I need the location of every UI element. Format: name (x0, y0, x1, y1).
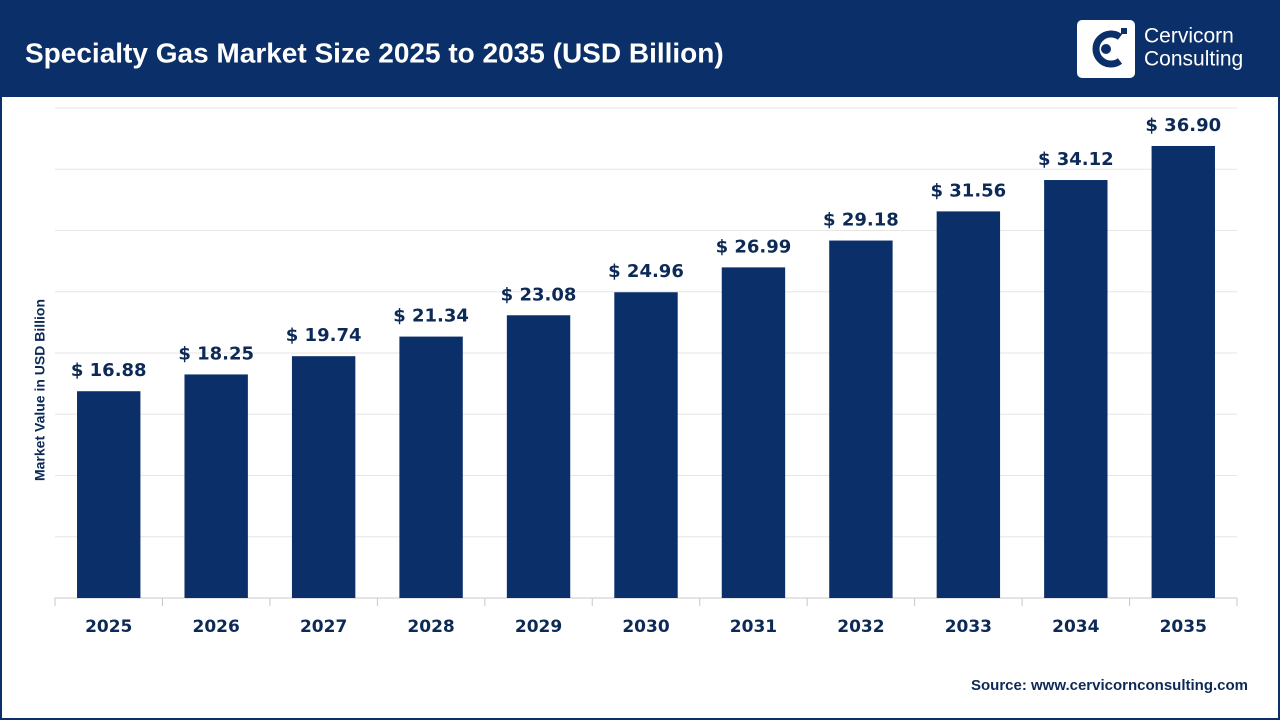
x-tick-label: 2029 (515, 617, 562, 637)
bar (184, 374, 248, 598)
logo-text: Cervicorn (1144, 25, 1234, 48)
x-tick-label: 2026 (193, 617, 240, 637)
bar (1044, 180, 1108, 598)
value-label: $ 21.34 (393, 306, 469, 327)
x-tick-label: 2031 (730, 617, 777, 637)
bar (829, 240, 893, 599)
logo: Cervicorn Consulting (1077, 20, 1243, 78)
x-tick-label: 2027 (300, 617, 347, 637)
bar (936, 211, 1001, 598)
value-label: $ 31.56 (930, 180, 1006, 201)
source: Source: www.cervicornconsulting.com (971, 677, 1248, 694)
value-label: $ 26.99 (716, 236, 792, 257)
bar (614, 292, 678, 598)
logo-square (1121, 28, 1127, 34)
y-axis-label: Market Value in USD Billion (32, 299, 48, 481)
logo-mark (1092, 30, 1123, 68)
value-label: $ 34.12 (1038, 149, 1114, 170)
header-band (0, 0, 1280, 97)
value-label: $ 16.88 (71, 360, 147, 381)
bar (721, 267, 786, 598)
x-tick-label: 2035 (1160, 617, 1207, 637)
bar (1151, 145, 1215, 598)
bar (506, 315, 571, 598)
x-tick-label: 2034 (1052, 617, 1099, 637)
logo-text: Consulting (1144, 48, 1243, 71)
value-label: $ 23.08 (501, 284, 577, 305)
x-tick-label: 2025 (85, 617, 132, 637)
x-tick-label: 2028 (407, 617, 454, 637)
x-tick-label: 2033 (945, 617, 992, 637)
bar (399, 336, 463, 598)
value-label: $ 19.74 (286, 325, 362, 346)
x-tick-label: 2032 (837, 617, 884, 637)
value-label: $ 24.96 (608, 261, 684, 282)
bar (291, 356, 356, 598)
x-tick-label: 2030 (622, 617, 669, 637)
value-label: $ 18.25 (178, 343, 254, 364)
bar (77, 391, 141, 598)
value-label: $ 29.18 (823, 210, 899, 231)
chart-title: Specialty Gas Market Size 2025 to 2035 (… (25, 37, 724, 68)
logo-dot (1101, 44, 1111, 54)
value-label: $ 36.90 (1145, 115, 1221, 136)
